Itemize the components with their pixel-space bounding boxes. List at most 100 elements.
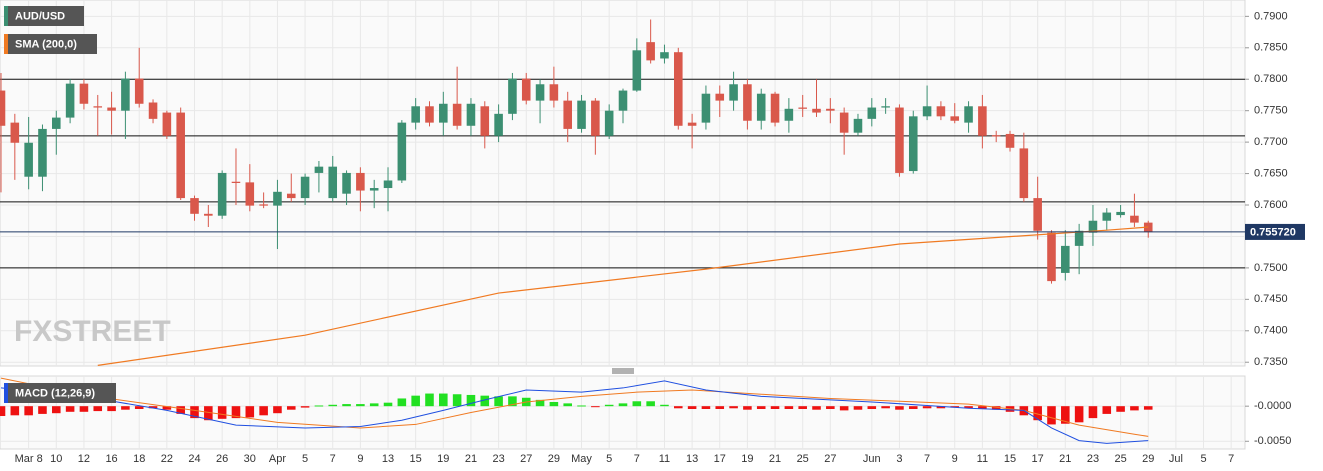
histogram-bar [259, 406, 268, 416]
candle-body [121, 78, 130, 111]
candle-body [480, 106, 490, 136]
histogram-bar [148, 406, 158, 409]
histogram-bar [65, 406, 75, 412]
histogram-bar [591, 406, 600, 408]
histogram-bar [1047, 406, 1056, 425]
histogram-bar [535, 399, 545, 407]
histogram-bar [991, 406, 1001, 410]
legend-label: MACD (12,26,9) [15, 387, 95, 399]
histogram-bar [867, 406, 877, 409]
x-tick-label: 18 [133, 453, 145, 465]
histogram-bar [286, 406, 296, 410]
watermark: FXSTREET [14, 315, 171, 348]
candle-body [148, 102, 158, 119]
candle-body [217, 172, 227, 216]
histogram-bar [1130, 406, 1139, 411]
candle-body [204, 213, 213, 216]
candle-body [162, 112, 172, 136]
candle-body [1074, 230, 1084, 246]
candle-body [618, 90, 628, 111]
histogram-bar [397, 398, 407, 407]
histogram-bar [729, 406, 738, 409]
y-tick-label: 0.7450 [1254, 293, 1288, 305]
candle-body [922, 106, 932, 117]
histogram-bar [895, 406, 904, 410]
histogram-bar [1088, 406, 1098, 419]
candle-body [743, 84, 752, 121]
legend-box [4, 383, 116, 403]
x-tick-label: 11 [977, 453, 988, 465]
candle-body [107, 107, 116, 111]
y-tick-label: 0.7700 [1254, 136, 1288, 148]
histogram-bar [1033, 406, 1042, 421]
histogram-bar [604, 404, 614, 407]
histogram-bar [701, 406, 711, 409]
legend-marker [4, 383, 8, 403]
x-tick-label: Mar 8 [15, 453, 43, 465]
y-tick-label: 0.7500 [1254, 262, 1288, 274]
x-tick-label: Jul [1169, 453, 1183, 465]
candle-body [134, 78, 144, 104]
histogram-bar [798, 406, 807, 409]
histogram-bar [466, 394, 476, 407]
histogram-bar [107, 406, 116, 412]
x-tick-label: 19 [741, 453, 753, 465]
candle-body [521, 78, 531, 101]
histogram-bar [577, 405, 586, 407]
panel-grip[interactable] [612, 368, 634, 374]
histogram-bar [756, 406, 766, 409]
candle-body [577, 100, 586, 129]
candle-body [259, 204, 268, 206]
candle-body [411, 106, 420, 123]
histogram-bar [839, 406, 849, 411]
candle-body [38, 128, 47, 177]
candle-body [231, 181, 241, 183]
histogram-bar [632, 401, 642, 407]
candle-body [591, 100, 600, 136]
price-panel [0, 0, 1246, 367]
candle-body [1088, 220, 1098, 233]
y-tick-label: 0.7350 [1254, 356, 1288, 368]
y-tick-label: 0.7900 [1254, 10, 1288, 22]
x-tick-label: 15 [410, 453, 422, 465]
x-tick-label: 5 [302, 453, 308, 465]
x-tick-label: 25 [1114, 453, 1126, 465]
candle-body [660, 52, 669, 59]
candle-body [10, 122, 20, 143]
candle-body [245, 182, 255, 206]
y-tick-label: 0.7400 [1254, 325, 1288, 337]
candle-body [826, 108, 835, 111]
candle-body [1061, 245, 1070, 273]
x-tick-label: 24 [188, 453, 200, 465]
histogram-bar [52, 406, 61, 414]
x-tick-label: 19 [437, 453, 449, 465]
histogram-bar [411, 395, 420, 407]
candle-body [273, 191, 282, 206]
candle-body [1116, 211, 1125, 216]
candle-body [356, 172, 365, 191]
x-tick-label: 7 [634, 453, 640, 465]
sma-line [97, 226, 1149, 366]
candle-body [881, 106, 890, 108]
x-tick-label: 13 [382, 453, 394, 465]
candle-body [65, 83, 75, 118]
candle-body [908, 116, 918, 172]
x-tick-label: 5 [1200, 453, 1206, 465]
histogram-bar [812, 406, 821, 410]
histogram-bar [342, 404, 351, 407]
histogram-bar [245, 406, 255, 418]
x-tick-label: 26 [216, 453, 228, 465]
candle-body [798, 107, 807, 109]
x-tick-label: 25 [797, 453, 809, 465]
candle-body [978, 106, 987, 136]
candle-body [52, 117, 61, 129]
histogram-bar [936, 406, 946, 409]
histogram-bar [549, 401, 559, 407]
x-tick-label: 7 [330, 453, 336, 465]
candle-body [176, 112, 185, 199]
candle-body [93, 106, 103, 108]
candle-body [466, 103, 476, 126]
last-price-label: 0.755720 [1250, 226, 1296, 238]
y-tick-label: -0.0000 [1254, 400, 1291, 412]
